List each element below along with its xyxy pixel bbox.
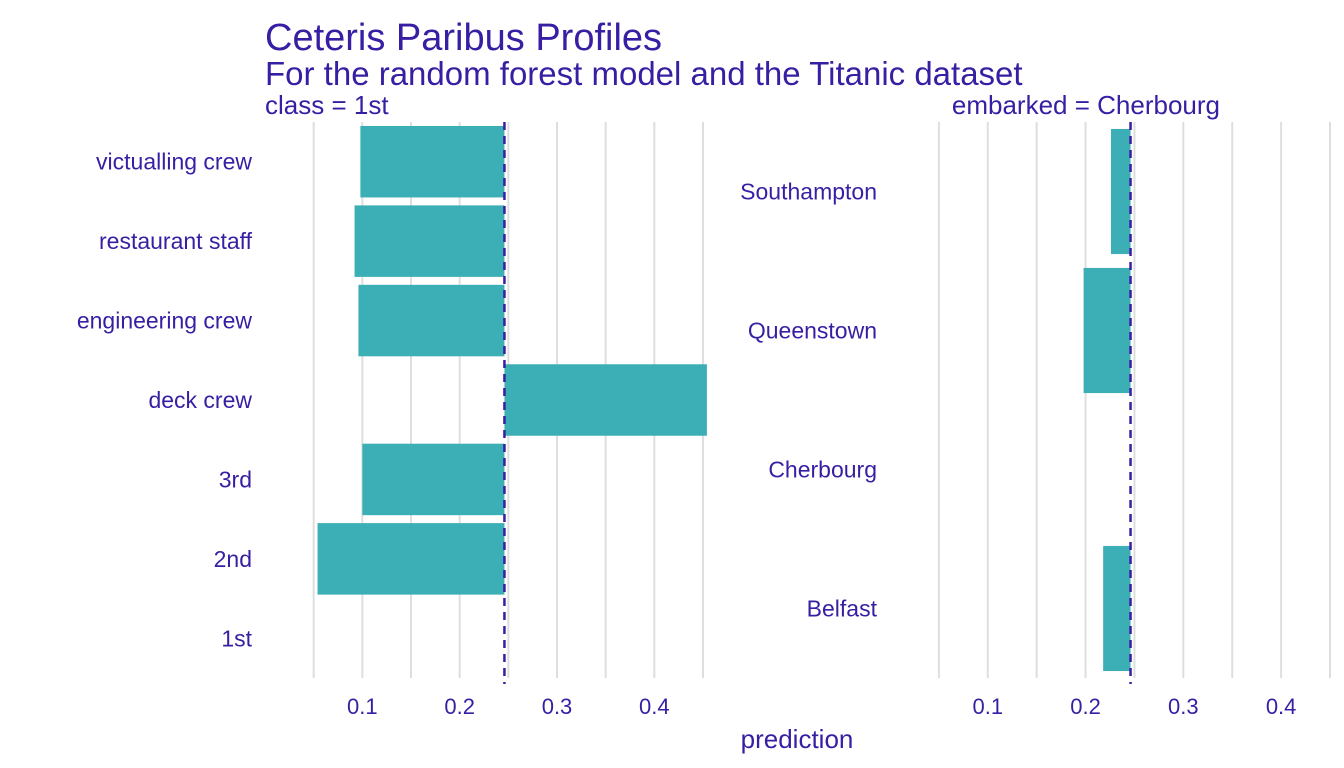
x-tick-label: 0.4: [1266, 694, 1297, 719]
bar-deck-crew: [504, 364, 707, 436]
category-label: deck crew: [148, 387, 252, 413]
bar-2nd: [317, 523, 505, 595]
bar-queenstown: [1083, 267, 1131, 394]
category-label: engineering crew: [77, 308, 253, 334]
x-axis-title: prediction: [741, 724, 854, 754]
bar-southampton: [1110, 128, 1131, 255]
category-label: 1st: [221, 625, 252, 651]
category-label: Belfast: [807, 596, 878, 622]
x-tick-label: 0.3: [542, 694, 573, 719]
chart-title: Ceteris Paribus Profiles: [265, 17, 662, 59]
x-tick-label: 0.1: [347, 694, 378, 719]
category-label: restaurant staff: [99, 228, 253, 254]
bar-victualling-crew: [360, 125, 505, 198]
bar-belfast: [1103, 545, 1131, 672]
category-label: Southampton: [740, 179, 877, 205]
category-label: 3rd: [219, 466, 252, 492]
bar-engineering-crew: [358, 284, 505, 357]
panel-1: class = 1st 0.1 0.2 0.3 0.4 victualling crew r…: [77, 90, 707, 719]
x-tick-label: 0.2: [444, 694, 475, 719]
panels: class = 1st 0.1 0.2 0.3 0.4 victualling crew r…: [77, 90, 1331, 719]
category-label: Cherbourg: [768, 457, 877, 483]
x-tick-label: 0.3: [1168, 694, 1199, 719]
category-label: victualling crew: [96, 149, 252, 175]
x-tick-label: 0.1: [972, 694, 1003, 719]
category-label: Queenstown: [748, 318, 877, 344]
x-tick-label: 0.4: [639, 694, 670, 719]
panel-2: embarked = Cherbourg 0.1 0.2 0.3 0.4 Southamp…: [740, 90, 1331, 719]
category-label: 2nd: [214, 546, 252, 572]
x-tick-label: 0.2: [1070, 694, 1101, 719]
panel-title: embarked = Cherbourg: [952, 90, 1220, 120]
bar-3rd: [362, 443, 505, 516]
chart-subtitle: For the random forest model and the Tita…: [265, 55, 1023, 92]
bar-restaurant-staff: [354, 205, 505, 277]
panel-title: class = 1st: [265, 90, 389, 120]
